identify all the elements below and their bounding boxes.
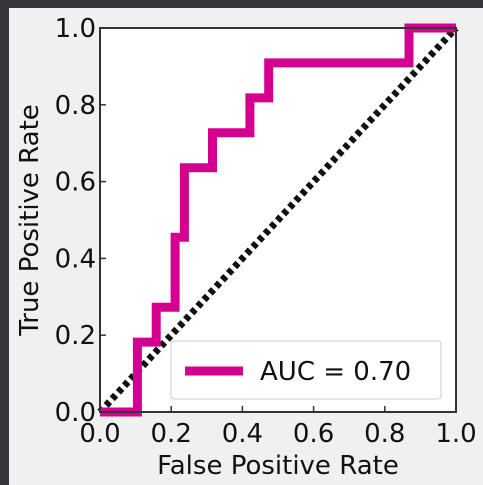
x-tick-label: 0.2	[151, 419, 192, 449]
legend: AUC = 0.70	[170, 340, 442, 400]
x-tick-label: 0.4	[222, 419, 263, 449]
roc-chart: 0.0 0.2 0.4 0.6 0.8 1.0 0.0 0.2 0.4 0.6 0.8 1.0 Fal…	[15, 14, 477, 481]
y-tick-label: 0.2	[55, 321, 96, 351]
x-tick-label: 0.6	[293, 419, 334, 449]
x-axis-label: False Positive Rate	[157, 451, 399, 481]
x-tick-label: 0.8	[364, 419, 405, 449]
y-tick-label: 0.4	[55, 244, 96, 274]
x-tick-label: 1.0	[435, 419, 476, 449]
axis-ticks: 0.0 0.2 0.4 0.6 0.8 1.0 0.0 0.2 0.4 0.6 0.8 1.0	[55, 14, 477, 449]
y-axis-label: True Positive Rate	[15, 104, 45, 337]
legend-box	[170, 340, 442, 400]
legend-label: AUC = 0.70	[260, 357, 411, 387]
figure-background: 0.0 0.2 0.4 0.6 0.8 1.0 0.0 0.2 0.4 0.6 0.8 1.0 Fal…	[9, 8, 483, 485]
x-tick-label: 0.0	[79, 419, 120, 449]
y-tick-label: 1.0	[55, 14, 96, 44]
y-tick-label: 0.6	[55, 168, 96, 198]
y-tick-label: 0.0	[55, 398, 96, 428]
plot-frame	[99, 27, 457, 413]
y-tick-label: 0.8	[55, 91, 96, 121]
roc-curve-line	[100, 23, 456, 417]
chance-diagonal-line	[97, 25, 459, 415]
